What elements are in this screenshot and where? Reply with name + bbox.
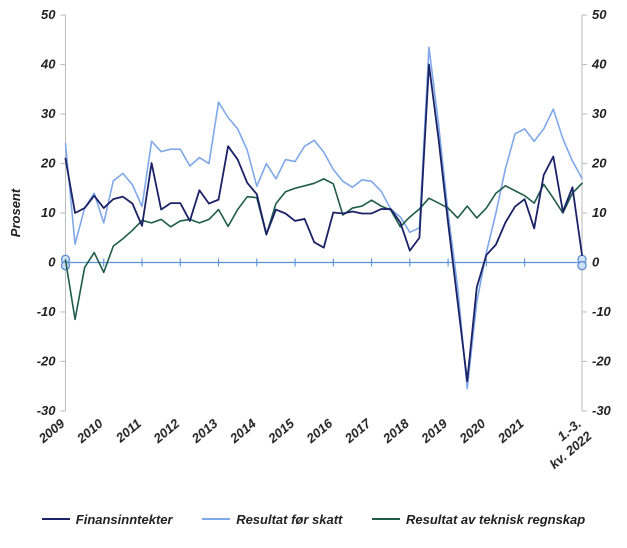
svg-text:30: 30 xyxy=(41,106,56,121)
svg-text:2015: 2015 xyxy=(264,415,297,446)
svg-text:40: 40 xyxy=(591,57,607,72)
svg-text:2013: 2013 xyxy=(188,415,221,446)
svg-text:2009: 2009 xyxy=(35,415,68,446)
svg-text:2016: 2016 xyxy=(303,415,336,446)
svg-text:-30: -30 xyxy=(37,403,57,418)
svg-text:2020: 2020 xyxy=(456,415,489,446)
svg-text:2012: 2012 xyxy=(150,415,183,446)
svg-text:2011: 2011 xyxy=(112,416,144,446)
svg-text:-10: -10 xyxy=(37,304,57,319)
svg-text:20: 20 xyxy=(40,156,56,171)
svg-text:0: 0 xyxy=(592,254,600,269)
svg-text:2010: 2010 xyxy=(73,415,106,446)
svg-text:50: 50 xyxy=(41,7,56,22)
svg-text:2021: 2021 xyxy=(494,416,527,447)
svg-text:-20: -20 xyxy=(37,353,57,368)
svg-text:10: 10 xyxy=(592,205,607,220)
svg-text:20: 20 xyxy=(591,156,607,171)
svg-text:2018: 2018 xyxy=(379,415,412,446)
svg-text:2017: 2017 xyxy=(341,415,374,446)
svg-text:40: 40 xyxy=(40,57,56,72)
svg-text:2014: 2014 xyxy=(226,415,259,446)
svg-text:30: 30 xyxy=(592,106,607,121)
svg-text:10: 10 xyxy=(41,205,56,220)
svg-text:0: 0 xyxy=(48,254,56,269)
svg-text:50: 50 xyxy=(592,7,607,22)
svg-text:-30: -30 xyxy=(592,403,612,418)
svg-text:-20: -20 xyxy=(592,353,612,368)
svg-text:2019: 2019 xyxy=(417,415,450,446)
svg-text:Prosent: Prosent xyxy=(8,188,23,237)
svg-text:-10: -10 xyxy=(592,304,612,319)
